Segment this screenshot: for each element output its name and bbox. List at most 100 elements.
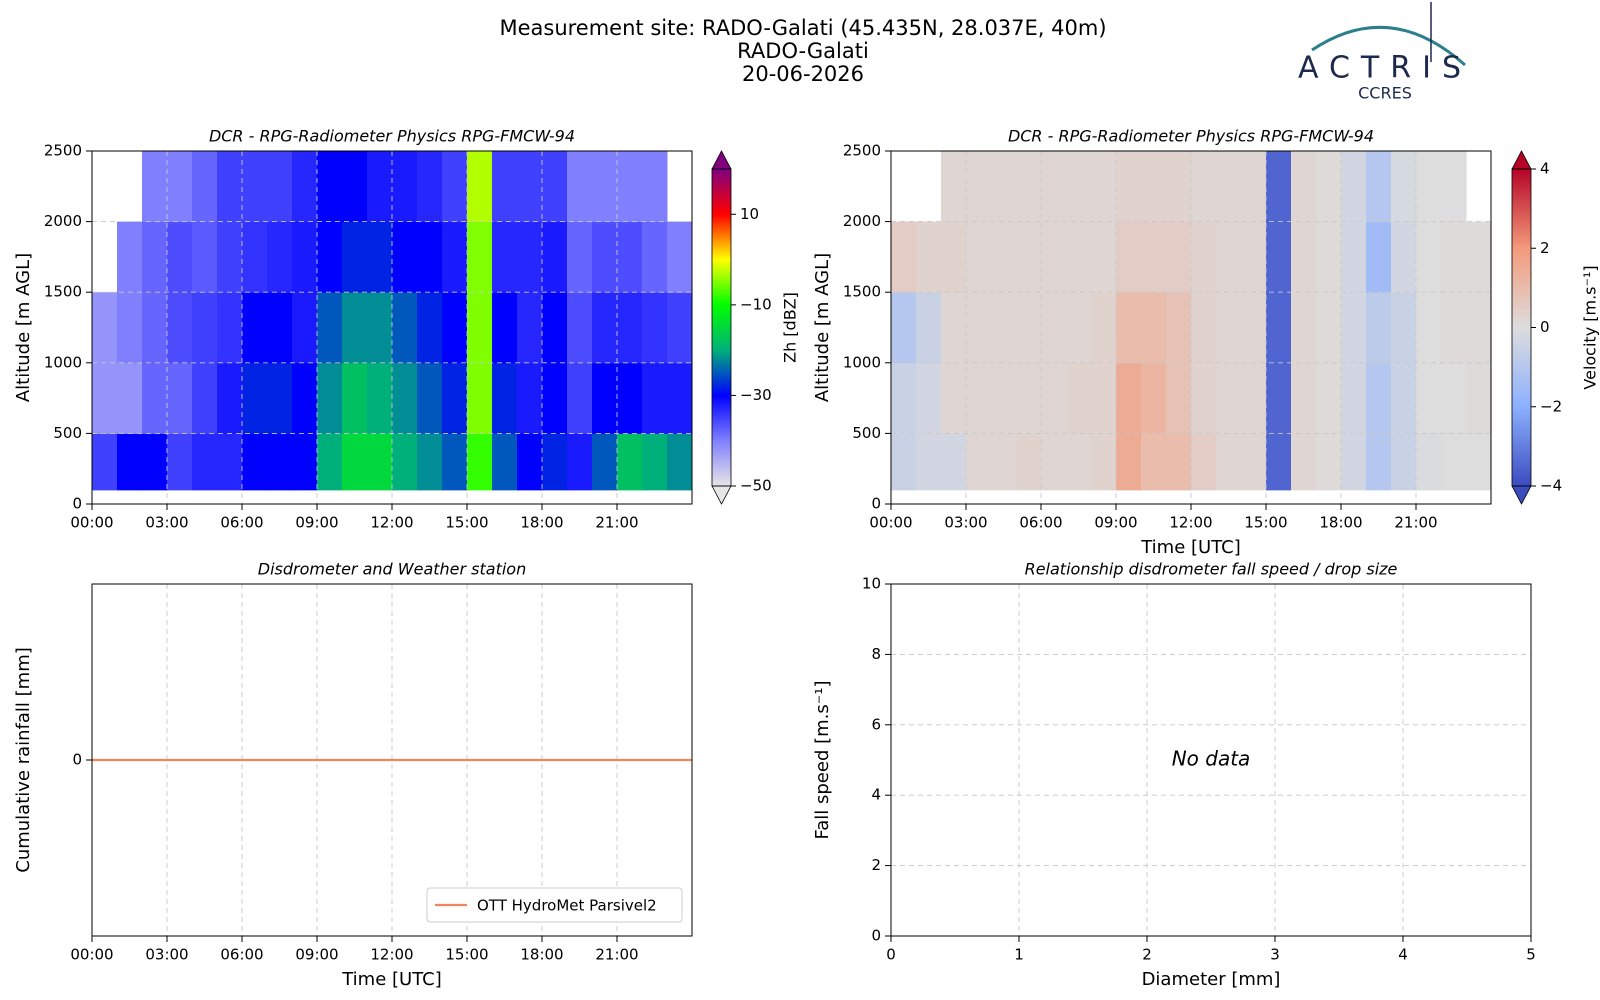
heatmap-cell [217,292,243,364]
panel-title: Relationship disdrometer fall speed / dr… [1025,560,1398,579]
heatmap-cell [941,151,967,223]
x-tick-label: 00:00 [869,514,912,532]
heatmap-cell [991,362,1017,434]
colorbar [1512,169,1531,486]
heatmap-cell [1116,433,1142,491]
colorbar-tick-label: 0 [1540,318,1550,336]
heatmap-cell [342,151,368,223]
heatmap-cell [467,151,493,223]
heatmap-cell [1141,221,1167,293]
heatmap-cell [1141,292,1167,364]
heatmap-cell [1191,151,1217,223]
heatmap-cell [1391,292,1417,364]
heatmap-cell [1266,292,1292,364]
heatmap-cell [517,292,543,364]
heatmap-cell [542,151,568,223]
heatmap-cell [492,433,518,491]
heatmap-cell [1291,151,1317,223]
heatmap-cell [592,362,618,434]
heatmap-cell [467,433,493,491]
heatmap-cell [1291,292,1317,364]
heatmap-cell [217,151,243,223]
heatmap-cell [167,433,193,491]
heatmap-cell [517,433,543,491]
x-tick-label: 03:00 [944,514,987,532]
heatmap-cell [1316,433,1342,491]
heatmap-cell [442,151,468,223]
heatmap-cell [592,151,618,223]
heatmap-cell [367,433,393,491]
heatmap-cell [1391,433,1417,491]
heatmap-cell [192,221,218,293]
heatmap-cell [1216,151,1242,223]
heatmap-cell [617,151,643,223]
heatmap-cell [642,292,668,364]
heatmap-cell [292,221,318,293]
x-axis-label: Time [UTC] [1140,537,1241,558]
heatmap-cell [1466,221,1492,293]
x-tick-label: 21:00 [595,946,638,964]
heatmap-cell [517,151,543,223]
colorbar-tick-label: 2 [1540,239,1550,257]
heatmap-cell [317,151,343,223]
heatmap-cell [1091,292,1117,364]
heatmap-cell [1041,292,1067,364]
heatmap-cell [392,292,418,364]
heatmap-cell [1416,433,1442,491]
y-tick-label: 10 [862,575,881,593]
x-tick-label: 09:00 [1094,514,1137,532]
heatmap-cell [1241,221,1267,293]
heatmap-cell [192,151,218,223]
colorbar-tick-label: −50 [740,477,772,495]
heatmap-cell [1366,362,1392,434]
heatmap-cell [492,292,518,364]
heatmap-cell [142,362,168,434]
colorbar-extend [711,150,732,170]
heatmap-cell [966,362,992,434]
heatmap-cell [966,221,992,293]
heatmap-cell [1341,221,1367,293]
heatmap-cell [1166,292,1192,364]
heatmap-cell [1091,362,1117,434]
heatmap-cell [467,362,493,434]
heatmap-cell [1041,221,1067,293]
colorbar [712,169,731,486]
heatmap-cell [667,362,693,434]
colorbar-tick-label: −4 [1540,477,1562,495]
heatmap-cell [991,433,1017,491]
x-tick-label: 15:00 [445,946,488,964]
heatmap-cell [117,292,143,364]
heatmap-cell [492,362,518,434]
heatmap-cell [367,292,393,364]
heatmap-cell [267,362,293,434]
y-tick-label: 1000 [843,353,881,371]
y-axis-label: Fall speed [m.s⁻¹] [812,681,833,840]
heatmap-cell [492,221,518,293]
heatmap-cell [916,292,942,364]
plot-frame [91,583,693,937]
heatmap-cell [317,433,343,491]
heatmap-cell [1116,292,1142,364]
heatmap-cell [1316,221,1342,293]
heatmap-cell [642,433,668,491]
heatmap-cell [567,221,593,293]
heatmap-cell [991,221,1017,293]
heatmap-cell [941,362,967,434]
heatmap-cell [617,362,643,434]
heatmap-cell [1316,151,1342,223]
y-tick-label: 2 [871,856,881,874]
colorbar-extend [1511,150,1532,170]
y-tick-label: 2000 [44,212,82,230]
heatmap-cell [667,221,693,293]
heatmap-cell [642,151,668,223]
legend-box [426,887,683,923]
heatmap-cell [966,433,992,491]
heatmap-cell [1166,151,1192,223]
x-axis-label: Diameter [mm] [1142,969,1281,990]
heatmap-cell [1041,433,1067,491]
heatmap-cell [1266,221,1292,293]
heatmap-cell [1241,362,1267,434]
y-tick-label: 500 [53,424,82,442]
colorbar-tick-label: −10 [740,295,772,313]
heatmap-cell [117,221,143,293]
